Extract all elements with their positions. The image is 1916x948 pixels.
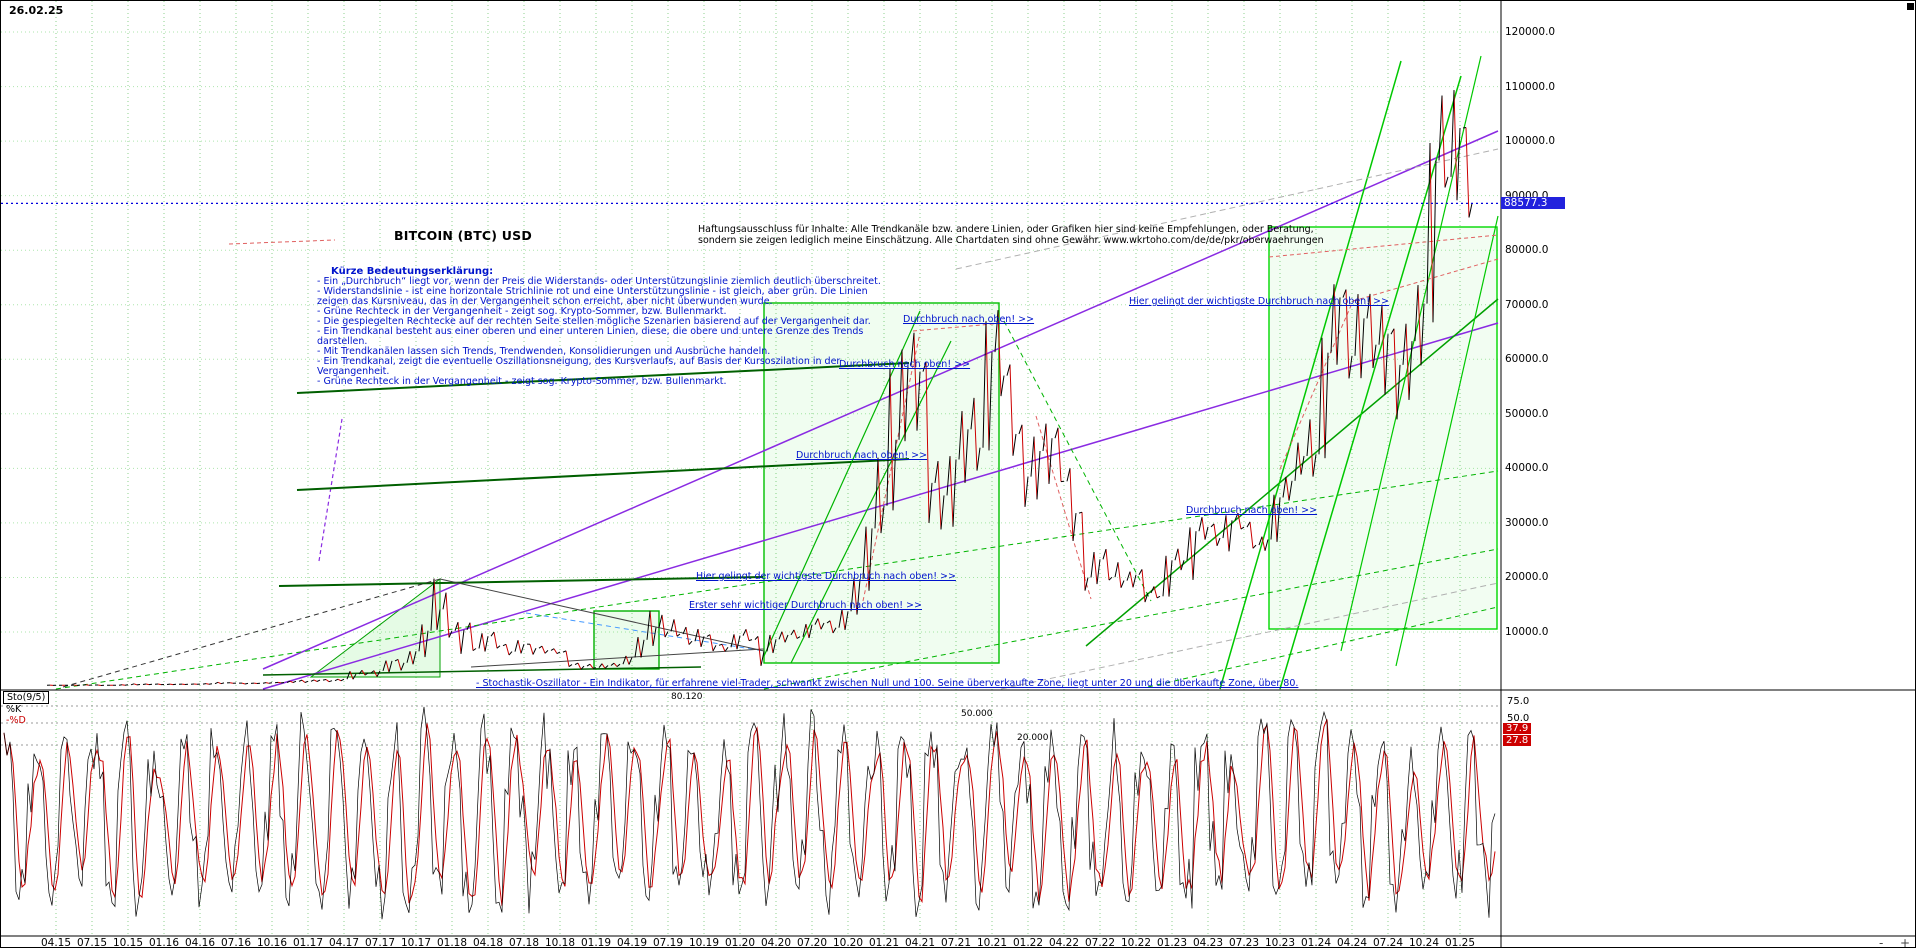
legend-title: Kürze Bedeutungserklärung: <box>331 266 494 277</box>
price-axis-label: 100000.0 <box>1505 135 1556 148</box>
time-axis-label: 01.19 <box>580 937 612 948</box>
breakout-annotation: Erster sehr wichtiger Durchbruch nach ob… <box>689 600 922 611</box>
time-axis-label: 04.18 <box>472 937 504 948</box>
time-axis-label: 01.23 <box>1156 937 1188 948</box>
breakout-annotation: Hier gelingt der wichtigste Durchbruch n… <box>1129 296 1389 307</box>
chart-date: 26.02.25 <box>9 4 64 17</box>
time-axis-label: 07.17 <box>364 937 396 948</box>
time-axis-label: 10.23 <box>1264 937 1296 948</box>
price-axis-label: 50000.0 <box>1505 407 1549 420</box>
current-price-tag: 88577.3 <box>1501 197 1565 210</box>
trendlines-and-zones <box>55 55 1499 690</box>
time-axis-label: 04.22 <box>1048 937 1080 948</box>
time-axis-label: 04.19 <box>616 937 648 948</box>
time-axis-label: 07.16 <box>220 937 252 948</box>
breakout-annotation: Durchbruch nach oben! >> <box>839 359 971 370</box>
breakout-annotation: - Stochastik-Oszillator - Ein Indikator,… <box>476 678 1299 689</box>
zoom-in-button[interactable]: + <box>1900 936 1911 948</box>
percent-d-label: -%D <box>6 715 26 726</box>
legend-block: Kürze Bedeutungserklärung: - Ein „Durchb… <box>317 267 897 387</box>
oscillator-scale-label: 50.0 <box>1507 713 1530 724</box>
legend-item: - Grüne Rechteck in der Vergangenheit - … <box>317 306 727 317</box>
time-axis-label: 07.15 <box>76 937 108 948</box>
time-axis-label: 10.17 <box>400 937 432 948</box>
time-axis-label: 10.24 <box>1408 937 1440 948</box>
oscillator-scale-label: 75.0 <box>1507 696 1530 707</box>
time-axis-label: 04.16 <box>184 937 216 948</box>
time-axis-label: 04.20 <box>760 937 792 948</box>
percent-k-label: %K <box>6 704 22 715</box>
oscillator-level-label: 20.000 <box>1017 733 1049 743</box>
price-axis-label: 70000.0 <box>1505 298 1549 311</box>
time-axis-label: 07.24 <box>1372 937 1404 948</box>
time-axis-label: 07.23 <box>1228 937 1260 948</box>
price-axis-label: 110000.0 <box>1505 80 1556 93</box>
page-title: BITCOIN (BTC) USD <box>394 228 532 243</box>
breakout-annotation: Durchbruch nach oben! >> <box>1186 505 1318 516</box>
oscillator-name[interactable]: Sto(9/5) <box>3 691 50 704</box>
price-axis-label: 60000.0 <box>1505 353 1549 366</box>
price-axis-label: 20000.0 <box>1505 571 1549 584</box>
oscillator-value-box: 37.9 <box>1503 723 1532 734</box>
time-axis-label: 07.19 <box>652 937 684 948</box>
price-axis-label: 30000.0 <box>1505 516 1549 529</box>
breakout-annotation: Durchbruch nach oben! >> <box>903 314 1035 325</box>
disclaimer: Haftungsausschluss für Inhalte: Alle Tre… <box>698 224 1324 246</box>
oscillator-level-label: 80.120 <box>671 692 703 702</box>
time-axis-label: 04.23 <box>1192 937 1224 948</box>
legend-items: - Ein „Durchbruch“ liegt vor, wenn der P… <box>317 277 897 387</box>
legend-item: - Ein Trendkanal besteht aus einer obere… <box>317 326 864 347</box>
time-axis-label: 01.22 <box>1012 937 1044 948</box>
legend-item: - Ein „Durchbruch“ liegt vor, wenn der P… <box>317 276 881 287</box>
legend-item: - Mit Trendkanälen lassen sich Trends, T… <box>317 346 771 357</box>
legend-item: - Die gespiegelten Rechtecke auf der rec… <box>317 316 871 327</box>
time-axis-label: 10.15 <box>112 937 144 948</box>
oscillator-value-box: 27.8 <box>1503 735 1532 746</box>
breakout-annotation: Hier gelingt der wichtigste Durchbruch n… <box>696 571 956 582</box>
time-axis-label: 04.21 <box>904 937 936 948</box>
time-axis-label: 10.20 <box>832 937 864 948</box>
price-series <box>1 90 1501 686</box>
legend-item: - Widerstandslinie - ist eine horizontal… <box>317 286 868 307</box>
oscillator-level-label: 50.000 <box>961 709 993 719</box>
time-axis-label: 01.25 <box>1444 937 1476 948</box>
breakout-annotation: Durchbruch nach oben! >> <box>796 450 928 461</box>
time-axis-label: 04.24 <box>1336 937 1368 948</box>
time-axis-label: 01.17 <box>292 937 324 948</box>
time-axis-label: 01.20 <box>724 937 756 948</box>
time-axis-label: 01.16 <box>148 937 180 948</box>
time-axis-label: 10.16 <box>256 937 288 948</box>
time-axis-label: 10.19 <box>688 937 720 948</box>
time-axis-label: 04.15 <box>40 937 72 948</box>
time-axis-label: 01.24 <box>1300 937 1332 948</box>
legend-item: - Ein Trendkanal, zeigt die eventuelle O… <box>317 356 841 377</box>
time-axis-label: 07.21 <box>940 937 972 948</box>
legend-item: - Grüne Rechteck in der Vergangenheit - … <box>317 376 727 387</box>
zoom-out-button[interactable]: - <box>1879 936 1884 948</box>
disclaimer-line1: Haftungsausschluss für Inhalte: Alle Tre… <box>698 224 1314 235</box>
price-axis-label: 120000.0 <box>1505 26 1556 38</box>
time-axis-label: 10.18 <box>544 937 576 948</box>
time-axis-label: 07.18 <box>508 937 540 948</box>
corner-marker-icon <box>1907 3 1914 10</box>
time-axis-label: 10.22 <box>1120 937 1152 948</box>
price-axis-label: 10000.0 <box>1505 626 1549 638</box>
time-axis-label: 01.18 <box>436 937 468 948</box>
price-axis-label: 40000.0 <box>1505 462 1549 475</box>
time-axis-label: 01.21 <box>868 937 900 948</box>
time-axis-label: 07.22 <box>1084 937 1116 948</box>
stochastic-series <box>1 705 1501 920</box>
time-axis-label: 04.17 <box>328 937 360 948</box>
price-axis-label: 80000.0 <box>1505 244 1549 257</box>
time-axis-label: 07.20 <box>796 937 828 948</box>
disclaimer-line2: sondern sie zeigen lediglich meine Einsc… <box>698 234 1324 246</box>
time-axis-label: 10.21 <box>976 937 1008 948</box>
